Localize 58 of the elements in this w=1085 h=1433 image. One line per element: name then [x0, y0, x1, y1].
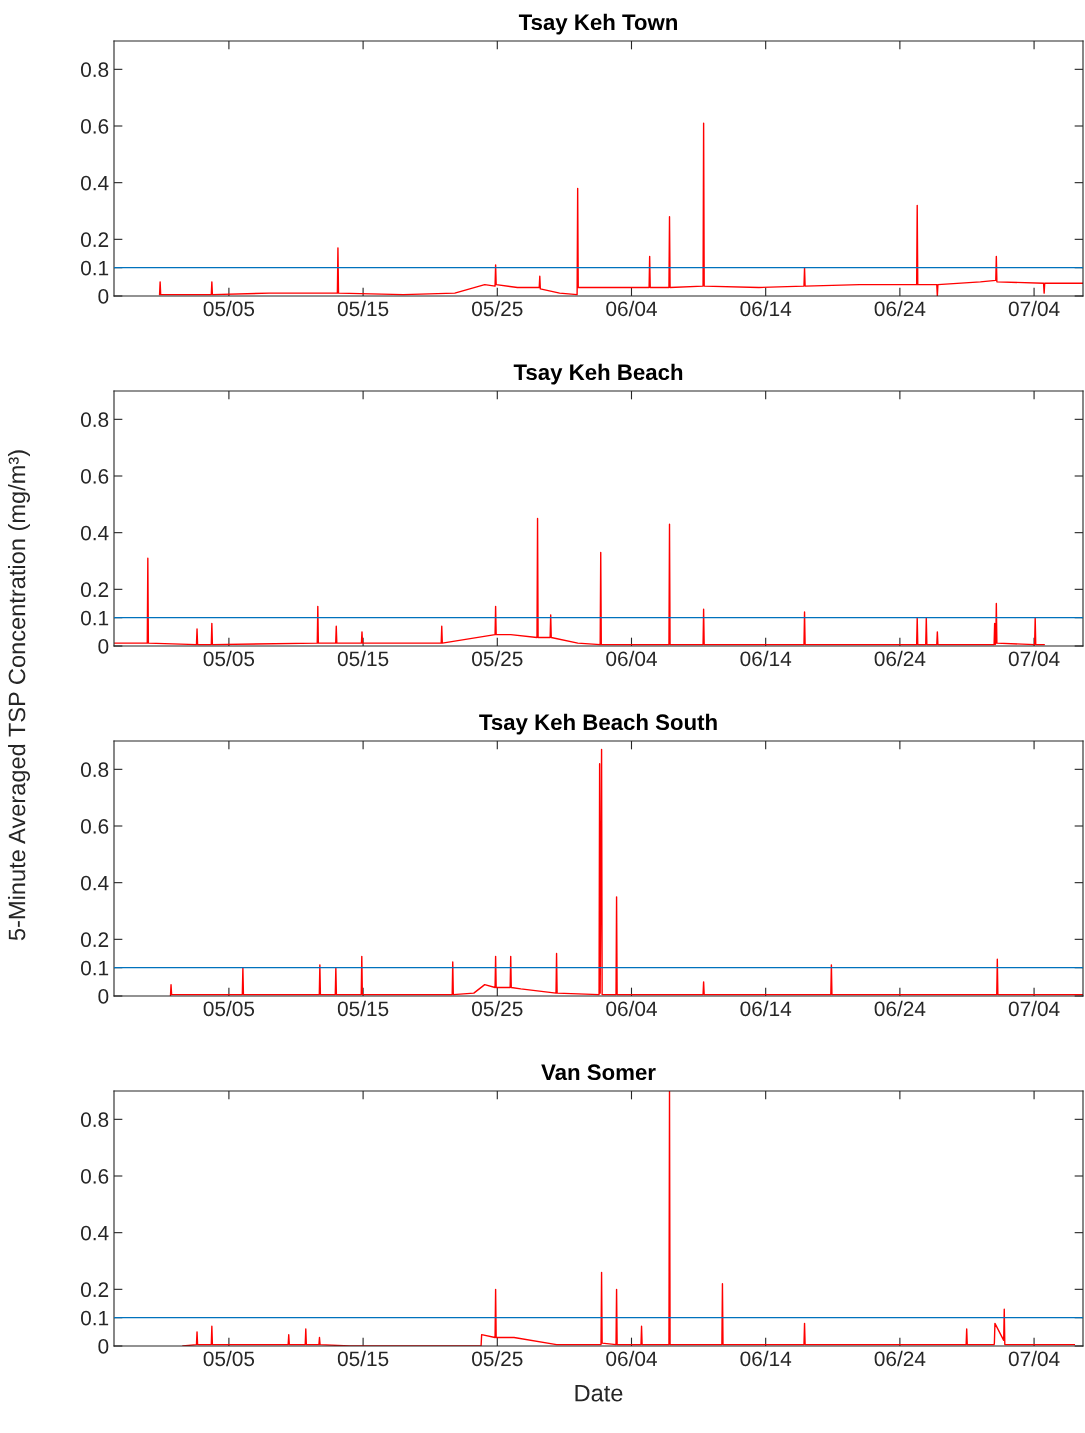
y-tick-label: 0: [98, 1339, 109, 1354]
x-tick-label: 05/05: [203, 1000, 255, 1017]
y-tick-label: 0: [98, 639, 109, 654]
x-tick-label: 06/04: [606, 650, 657, 667]
y-axis-title: 5-Minute Averaged TSP Concentration (mg/m³): [7, 450, 30, 941]
y-tick-label: 0.1: [80, 960, 109, 976]
x-tick-label: 06/24: [874, 1350, 926, 1367]
y-tick-label: 0.2: [80, 1282, 109, 1298]
y-tick-label: 0.2: [80, 582, 109, 598]
y-tick-label: 0.6: [80, 819, 109, 834]
chart-title: Tsay Keh Beach South: [479, 713, 717, 735]
x-tick-label: 06/14: [740, 300, 792, 317]
x-tick-label: 06/14: [740, 1350, 792, 1367]
x-tick-label: 05/25: [472, 1000, 523, 1017]
y-tick-label: 0.4: [80, 525, 109, 541]
x-tick-label: 06/14: [740, 650, 792, 667]
x-tick-label: 06/04: [606, 300, 657, 317]
y-tick-label: 0.4: [80, 1225, 109, 1241]
x-tick-label: 05/15: [337, 300, 389, 317]
x-tick-label: 06/24: [874, 650, 926, 667]
x-tick-label: 05/25: [472, 1350, 523, 1367]
x-tick-label: 05/25: [472, 650, 523, 667]
y-tick-label: 0.2: [80, 232, 109, 248]
x-tick-label: 07/04: [1008, 1000, 1060, 1017]
y-tick-label: 0.8: [80, 62, 109, 78]
x-axis-title: Date: [575, 1385, 623, 1402]
x-tick-label: 06/04: [606, 1000, 657, 1017]
x-tick-label: 07/04: [1008, 300, 1060, 317]
y-tick-label: 0.8: [80, 762, 109, 778]
x-tick-label: 05/15: [337, 1350, 389, 1367]
y-tick-label: 0.1: [80, 1310, 109, 1326]
x-tick-label: 06/14: [740, 1000, 792, 1017]
x-tick-label: 07/04: [1008, 1350, 1060, 1367]
y-tick-label: 0.8: [80, 412, 109, 428]
x-tick-label: 06/24: [874, 300, 926, 317]
x-tick-label: 07/04: [1008, 650, 1060, 667]
x-tick-label: 05/05: [203, 1350, 255, 1367]
x-tick-label: 05/15: [337, 1000, 389, 1017]
y-tick-label: 0.1: [80, 260, 109, 276]
x-tick-label: 05/05: [203, 650, 255, 667]
x-tick-label: 05/25: [472, 300, 523, 317]
y-tick-label: 0.1: [80, 610, 109, 626]
y-tick-label: 0.6: [80, 1169, 109, 1184]
y-tick-label: 0.4: [80, 175, 109, 191]
y-tick-label: 0: [98, 989, 109, 1004]
y-tick-label: 0.8: [80, 1112, 109, 1128]
y-tick-label: 0.2: [80, 932, 109, 948]
chart-title: Van Somer: [541, 1064, 656, 1081]
y-tick-label: 0: [98, 289, 109, 304]
y-tick-label: 0.6: [80, 469, 109, 484]
x-tick-label: 06/24: [874, 1000, 926, 1017]
y-tick-label: 0.6: [80, 119, 109, 134]
chart-title: Tsay Keh Beach: [513, 363, 683, 385]
x-tick-label: 05/05: [203, 300, 255, 317]
x-tick-label: 06/04: [606, 1350, 657, 1367]
y-tick-label: 0.4: [80, 875, 109, 891]
chart-title: Tsay Keh Town: [518, 13, 677, 35]
x-tick-label: 05/15: [337, 650, 389, 667]
